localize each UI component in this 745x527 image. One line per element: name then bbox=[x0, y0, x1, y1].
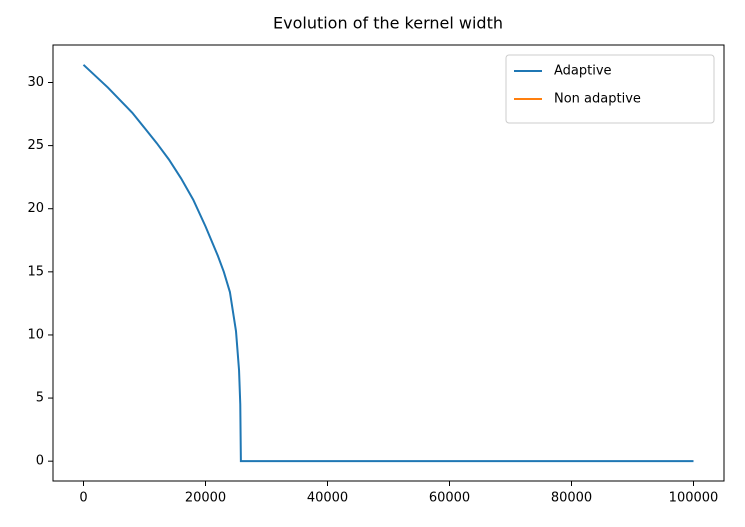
y-tick-label: 10 bbox=[27, 327, 44, 342]
x-tick-label: 80000 bbox=[551, 491, 592, 506]
legend-label: Non adaptive bbox=[554, 92, 641, 107]
x-tick-label: 100000 bbox=[669, 491, 719, 506]
y-tick-label: 25 bbox=[27, 138, 44, 153]
y-tick-label: 5 bbox=[36, 391, 44, 406]
plot-frame bbox=[52, 44, 725, 482]
chart-title: Evolution of the kernel width bbox=[273, 14, 503, 33]
legend-box bbox=[505, 54, 715, 124]
legend-label: Adaptive bbox=[554, 64, 612, 79]
y-tick-label: 0 bbox=[36, 454, 44, 469]
y-tick-label: 15 bbox=[27, 264, 44, 279]
line bbox=[82, 64, 694, 463]
y-tick-label: 30 bbox=[27, 75, 44, 90]
x-tick-label: 40000 bbox=[307, 491, 348, 506]
x-tick-label: 0 bbox=[79, 491, 87, 506]
x-tick-label: 20000 bbox=[185, 491, 226, 506]
y-tick-label: 20 bbox=[27, 201, 44, 216]
x-tick-label: 60000 bbox=[429, 491, 470, 506]
